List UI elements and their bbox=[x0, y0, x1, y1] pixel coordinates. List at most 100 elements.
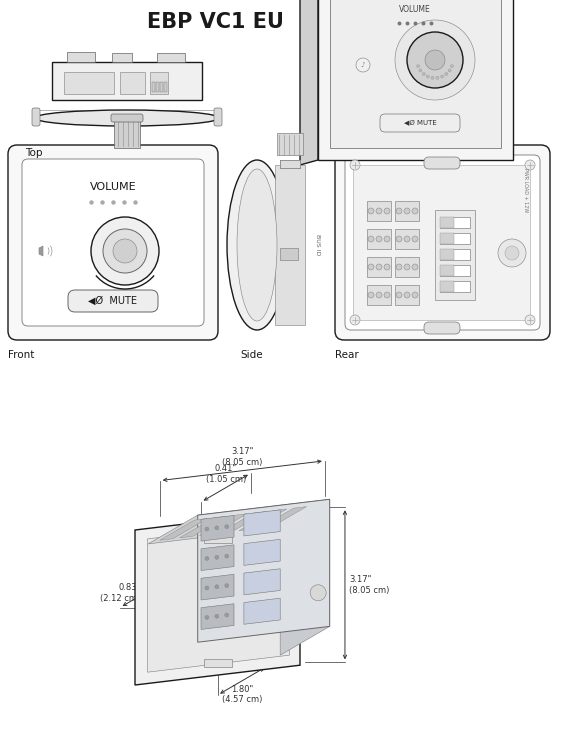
Circle shape bbox=[396, 292, 402, 298]
Circle shape bbox=[310, 585, 326, 601]
Bar bbox=[367, 201, 391, 221]
Bar bbox=[52, 62, 202, 100]
Polygon shape bbox=[239, 509, 287, 531]
Bar bbox=[395, 201, 419, 221]
Circle shape bbox=[356, 58, 370, 72]
Text: BUS ID: BUS ID bbox=[315, 234, 320, 256]
Bar bbox=[440, 217, 470, 228]
Circle shape bbox=[205, 527, 209, 531]
Polygon shape bbox=[203, 658, 231, 667]
Bar bbox=[277, 133, 303, 155]
Circle shape bbox=[225, 554, 229, 558]
Bar bbox=[280, 160, 300, 168]
Bar bbox=[280, 160, 300, 168]
Circle shape bbox=[404, 236, 410, 242]
Bar bbox=[160, 82, 163, 92]
Circle shape bbox=[91, 217, 159, 285]
Circle shape bbox=[368, 208, 374, 214]
Circle shape bbox=[215, 555, 219, 560]
Text: 0.83"
(2.12 cm): 0.83" (2.12 cm) bbox=[100, 584, 141, 603]
Circle shape bbox=[448, 69, 451, 72]
Circle shape bbox=[215, 526, 219, 530]
Text: 0.41"
(1.05 cm): 0.41" (1.05 cm) bbox=[206, 464, 246, 484]
Circle shape bbox=[412, 264, 418, 270]
FancyBboxPatch shape bbox=[22, 159, 204, 326]
Circle shape bbox=[368, 292, 374, 298]
Circle shape bbox=[376, 208, 382, 214]
Polygon shape bbox=[135, 510, 300, 685]
Bar bbox=[156, 82, 159, 92]
Text: ♪: ♪ bbox=[361, 62, 365, 68]
Circle shape bbox=[395, 20, 475, 100]
Circle shape bbox=[215, 585, 219, 589]
FancyBboxPatch shape bbox=[380, 114, 460, 132]
Polygon shape bbox=[148, 522, 290, 672]
Bar bbox=[280, 248, 298, 260]
Ellipse shape bbox=[237, 169, 277, 321]
Polygon shape bbox=[198, 500, 329, 642]
Circle shape bbox=[350, 315, 360, 325]
Polygon shape bbox=[203, 535, 231, 543]
Circle shape bbox=[407, 32, 463, 88]
Bar bbox=[395, 257, 419, 277]
Bar bbox=[114, 120, 140, 148]
Bar bbox=[440, 265, 454, 276]
Circle shape bbox=[396, 208, 402, 214]
Bar bbox=[440, 249, 454, 260]
Bar bbox=[120, 72, 145, 94]
Bar bbox=[395, 229, 419, 249]
Circle shape bbox=[350, 160, 360, 170]
Circle shape bbox=[450, 64, 453, 68]
Circle shape bbox=[205, 556, 209, 560]
Circle shape bbox=[384, 208, 390, 214]
Circle shape bbox=[396, 264, 402, 270]
Circle shape bbox=[412, 236, 418, 242]
Polygon shape bbox=[259, 506, 307, 528]
Circle shape bbox=[404, 264, 410, 270]
Circle shape bbox=[498, 239, 526, 267]
FancyBboxPatch shape bbox=[8, 145, 218, 340]
Circle shape bbox=[225, 525, 229, 529]
Bar bbox=[367, 229, 391, 249]
Bar bbox=[67, 52, 95, 62]
Text: ◀Ø MUTE: ◀Ø MUTE bbox=[404, 120, 437, 126]
Bar bbox=[440, 217, 454, 228]
Circle shape bbox=[505, 246, 519, 260]
Bar bbox=[64, 72, 114, 94]
Text: 3.17"
(8.05 cm): 3.17" (8.05 cm) bbox=[222, 447, 262, 466]
Bar bbox=[280, 160, 300, 168]
Bar bbox=[440, 233, 454, 244]
Text: ◀Ø  MUTE: ◀Ø MUTE bbox=[88, 296, 137, 306]
Circle shape bbox=[412, 292, 418, 298]
Circle shape bbox=[404, 292, 410, 298]
Circle shape bbox=[113, 239, 137, 263]
Bar bbox=[440, 265, 470, 276]
Polygon shape bbox=[300, 0, 318, 165]
Circle shape bbox=[431, 76, 434, 80]
Bar bbox=[112, 53, 132, 62]
Polygon shape bbox=[330, 0, 501, 148]
Circle shape bbox=[384, 292, 390, 298]
Circle shape bbox=[205, 586, 209, 590]
Polygon shape bbox=[244, 568, 280, 595]
Circle shape bbox=[422, 73, 425, 76]
Polygon shape bbox=[148, 500, 329, 544]
Polygon shape bbox=[39, 246, 43, 256]
Circle shape bbox=[417, 64, 420, 68]
Circle shape bbox=[441, 75, 443, 78]
Polygon shape bbox=[219, 512, 267, 533]
Text: Rear: Rear bbox=[335, 350, 359, 360]
Text: VOLUME: VOLUME bbox=[89, 182, 136, 192]
Text: PWR LOAD + 12W: PWR LOAD + 12W bbox=[523, 168, 527, 212]
Text: 1.80"
(4.57 cm): 1.80" (4.57 cm) bbox=[222, 685, 262, 704]
Circle shape bbox=[419, 69, 422, 72]
Bar bbox=[150, 72, 168, 94]
Circle shape bbox=[376, 264, 382, 270]
FancyBboxPatch shape bbox=[32, 108, 40, 126]
Bar bbox=[435, 210, 475, 300]
Circle shape bbox=[368, 264, 374, 270]
FancyBboxPatch shape bbox=[424, 322, 460, 334]
Circle shape bbox=[376, 236, 382, 242]
FancyBboxPatch shape bbox=[111, 114, 143, 122]
Circle shape bbox=[103, 229, 147, 273]
